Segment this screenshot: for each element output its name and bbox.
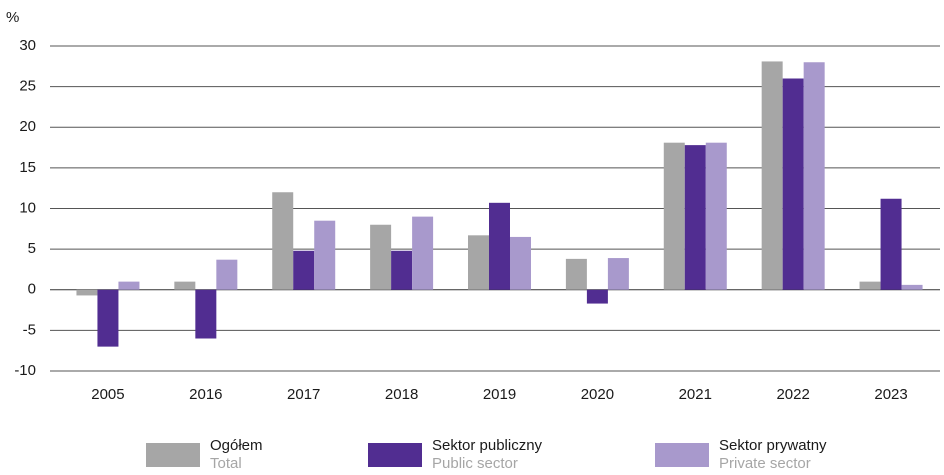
x-tick-label: 2019 [483,386,516,403]
bar [314,220,336,290]
bar [391,250,413,290]
bar [663,142,685,290]
x-tick-label: 2021 [679,386,712,403]
bar [76,289,98,296]
x-tick-label: 2022 [776,386,809,403]
x-tick-label: 2018 [385,386,418,403]
bar [195,289,217,339]
bar [803,62,825,290]
bar [412,216,434,290]
bar [489,202,510,290]
bar [565,258,587,290]
bar [901,284,923,290]
bar [880,198,902,290]
legend-swatch [368,443,422,467]
legend-sublabel: Total [210,455,242,472]
x-tick-label: 2005 [91,386,124,403]
bar [118,281,140,290]
x-tick-label: 2020 [581,386,614,403]
legend-swatch [655,443,709,467]
legend-label: Sektor prywatny [719,437,827,454]
legend-label: Sektor publiczny [432,437,543,454]
bar [293,250,315,290]
y-tick-label: -5 [23,321,36,338]
bar [174,281,196,290]
bar [468,235,489,290]
y-tick-label: 10 [19,199,36,216]
bar [705,142,727,290]
x-tick-label: 2016 [189,386,222,403]
y-tick-label: 20 [19,118,36,135]
y-axis-label: % [6,9,19,26]
bar [607,258,629,290]
y-tick-label: 30 [19,37,36,54]
x-tick-label: 2023 [874,386,907,403]
legend-swatch [146,443,200,467]
y-tick-label: 25 [19,78,36,95]
bar [782,78,804,290]
legend-label: Ogółem [210,437,263,454]
bar [370,224,392,290]
bar [859,281,881,290]
legend-sublabel: Private sector [719,455,811,472]
bar [272,192,294,290]
bar [684,145,706,290]
y-tick-label: 0 [28,281,36,298]
bar [510,236,531,290]
legend-sublabel: Public sector [432,455,518,472]
x-tick-label: 2017 [287,386,320,403]
y-tick-label: -10 [14,362,36,379]
bar [97,289,119,347]
bar [216,259,238,290]
bar [586,289,608,304]
y-tick-label: 15 [19,159,36,176]
y-tick-label: 5 [28,240,36,257]
bar [761,61,783,290]
